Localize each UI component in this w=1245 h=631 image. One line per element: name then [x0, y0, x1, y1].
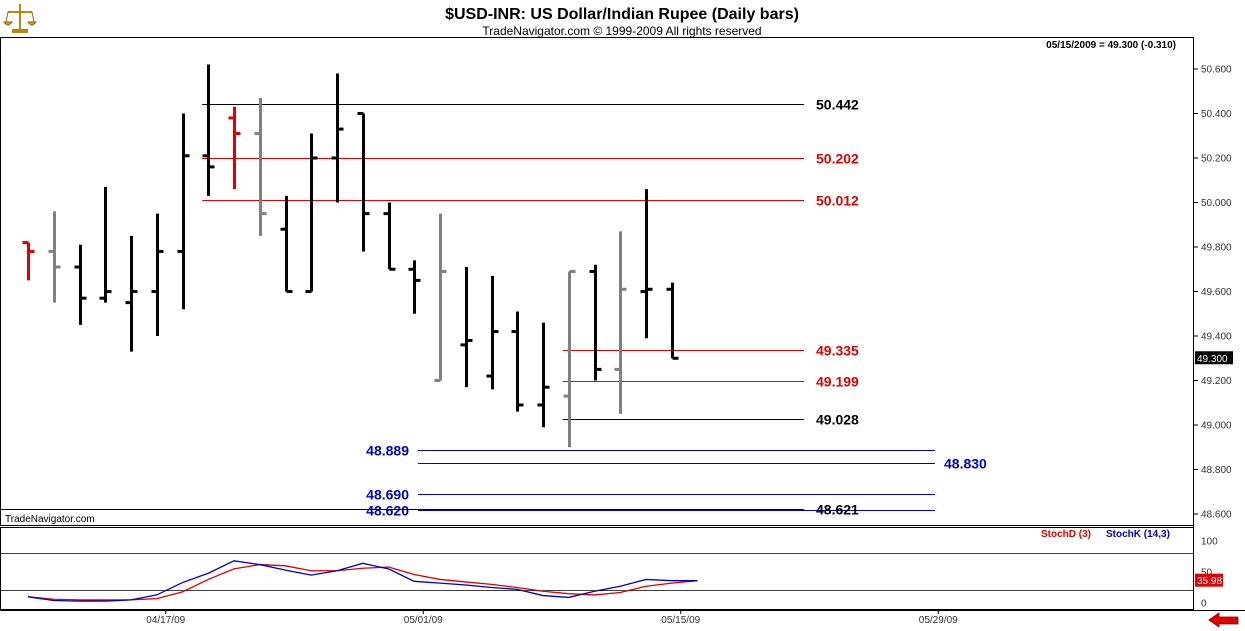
level-label-49.199: 49.199: [816, 374, 859, 390]
price-axis-tick-label: 50.400: [1201, 109, 1232, 120]
ohlc-bar: [177, 113, 190, 310]
level-label-48.830: 48.830: [944, 456, 987, 472]
price-axis-tick-label: 49.200: [1201, 376, 1232, 387]
date-axis-tick-label: 05/01/09: [404, 615, 443, 626]
ohlc-bar: [280, 195, 293, 293]
scale-of-justice-logo[interactable]: [3, 4, 37, 33]
level-label-50.442: 50.442: [816, 97, 859, 113]
date-axis-tick-label: 04/17/09: [146, 615, 185, 626]
date-axis-tick-label: 05/15/09: [661, 615, 700, 626]
ohlc-bar: [614, 231, 627, 414]
level-label-48.621: 48.621: [816, 502, 859, 518]
ohlc-bar: [408, 260, 421, 314]
stoch-d-legend: StochD (3): [1041, 529, 1091, 540]
stoch-axis-tick-label: 50: [1201, 568, 1213, 579]
last-price-box: [1195, 351, 1233, 365]
ohlc-bar: [331, 73, 344, 203]
level-label-49.335: 49.335: [816, 343, 859, 359]
ohlc-bar: [434, 213, 447, 382]
ohlc-bar: [589, 264, 602, 381]
ohlc-bar: [74, 244, 87, 325]
stoch-line-d: [27, 563, 698, 601]
ohlc-bar: [48, 211, 61, 303]
price-axis-tick-label: 49.800: [1201, 243, 1232, 254]
ohlc-bar: [228, 106, 241, 190]
ohlc-bar: [537, 322, 550, 428]
stoch-last-label: 35.98: [1197, 576, 1222, 587]
date-axis-tick-label: 05/29/09: [919, 615, 958, 626]
price-axis-tick-label: 49.000: [1201, 421, 1232, 432]
ohlc-bars: [22, 64, 679, 448]
ohlc-bar: [202, 64, 215, 196]
ohlc-bar: [125, 235, 138, 352]
stoch-last-box: [1195, 573, 1223, 587]
price-axis-tick-label: 50.600: [1201, 65, 1232, 76]
level-label-48.690: 48.690: [366, 487, 409, 503]
price-axis: 50.600 50.400 50.200 50.000 49.800 49.600 49.4…: [1193, 65, 1233, 521]
level-label-50.012: 50.012: [816, 193, 859, 209]
level-label-48.889: 48.889: [366, 443, 409, 459]
stoch-k-legend: StochK (14,3): [1106, 529, 1170, 540]
ohlc-bar: [357, 112, 370, 252]
ohlc-bar: [305, 133, 318, 293]
stoch-axis-tick-label: 0: [1201, 599, 1207, 610]
ohlc-bar: [460, 267, 473, 388]
ohlc-bar: [99, 186, 112, 303]
ohlc-bar: [511, 311, 524, 412]
level-label-48.620: 48.620: [366, 503, 409, 519]
level-label-49.028: 49.028: [816, 412, 859, 428]
stoch-axis-tick-label: 100: [1201, 537, 1218, 548]
ohlc-bar: [666, 282, 679, 360]
date-axis: 04/17/09 05/01/09 05/15/09 05/29/09: [146, 610, 958, 626]
ohlc-bar: [22, 241, 35, 281]
price-axis-tick-label: 48.800: [1201, 465, 1232, 476]
ohlc-bar: [383, 202, 396, 271]
last-quote-readout: 05/15/2009 = 49.300 (-0.310): [1046, 40, 1176, 51]
ohlc-bar: [486, 275, 499, 390]
ohlc-bar: [254, 97, 267, 236]
scroll-left-arrow-icon[interactable]: [1208, 612, 1239, 628]
chart-title: $USD-INR: US Dollar/Indian Rupee (Daily …: [445, 6, 799, 23]
watermark-text: TradeNavigator.com: [5, 514, 95, 525]
stoch-panel-frame: [0, 527, 1194, 610]
last-price-label: 49.300: [1197, 354, 1228, 365]
ohlc-bar: [640, 189, 653, 339]
price-levels: 50.442 50.202 50.012 49.335 49.199 49.028 48.8…: [0, 97, 987, 519]
price-axis-tick-label: 49.400: [1201, 332, 1232, 343]
price-axis-tick-label: 49.600: [1201, 287, 1232, 298]
stochastic-panel: 100 50 0 StochD (3) StochK (14,3) 35.98: [0, 529, 1223, 610]
level-label-50.202: 50.202: [816, 151, 859, 167]
price-axis-tick-label: 48.600: [1201, 510, 1232, 521]
ohlc-bar: [151, 213, 164, 336]
ohlc-bar: [563, 269, 576, 448]
chart-subtitle: TradeNavigator.com © 1999-2009 All right…: [482, 24, 761, 38]
stoch-line-k: [27, 560, 698, 602]
chart-header: $USD-INR: US Dollar/Indian Rupee (Daily …: [3, 4, 1176, 51]
price-axis-tick-label: 50.200: [1201, 154, 1232, 165]
price-axis-tick-label: 50.000: [1201, 198, 1232, 209]
